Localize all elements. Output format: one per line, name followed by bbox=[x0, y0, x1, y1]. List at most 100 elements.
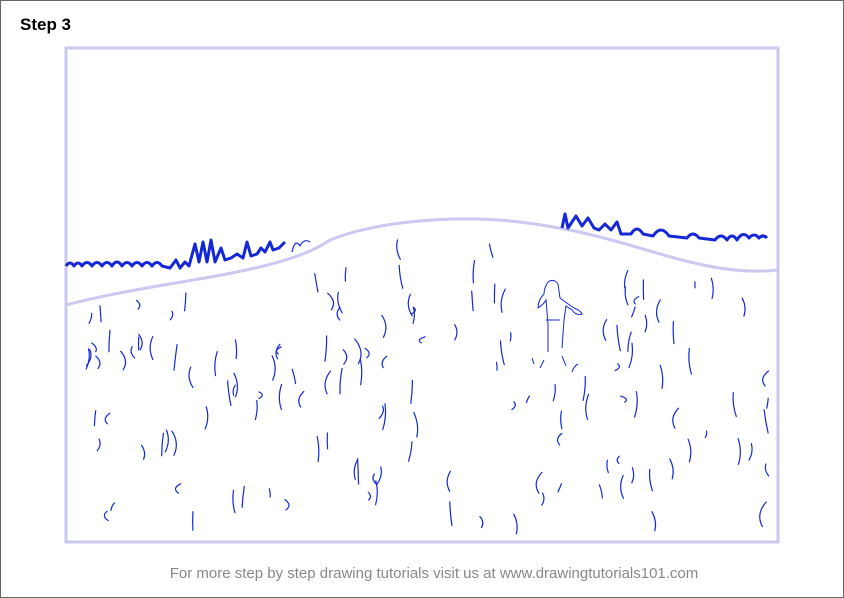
grass-stroke bbox=[339, 367, 343, 395]
grass-stroke bbox=[324, 370, 332, 395]
grass-stroke bbox=[620, 395, 627, 403]
grass-stroke bbox=[353, 459, 359, 480]
grass-stroke bbox=[314, 273, 319, 293]
grass-stroke bbox=[95, 355, 101, 369]
grass-stroke bbox=[651, 511, 657, 532]
grass-stroke bbox=[500, 288, 506, 313]
grass-stroke bbox=[110, 502, 115, 512]
drawing-frame bbox=[64, 46, 780, 544]
grass-stroke bbox=[624, 286, 629, 306]
hill-outline bbox=[65, 217, 779, 307]
grass-stroke bbox=[344, 267, 347, 282]
grass-stroke bbox=[271, 355, 276, 381]
grass-stroke bbox=[732, 392, 737, 417]
grass-stroke bbox=[672, 407, 680, 429]
grass-stroke bbox=[375, 480, 378, 506]
grass-stroke bbox=[357, 458, 360, 485]
grass-stroke bbox=[704, 430, 708, 438]
grass-stroke bbox=[227, 380, 232, 406]
grass-stroke bbox=[633, 296, 640, 305]
grass-stroke bbox=[582, 376, 586, 401]
grass-stroke bbox=[398, 264, 404, 289]
grass-stroke bbox=[412, 306, 415, 324]
grass-stroke bbox=[108, 329, 111, 353]
grass-stroke bbox=[233, 372, 238, 398]
grass-stroke bbox=[298, 390, 305, 408]
grass-stroke bbox=[161, 432, 164, 457]
grass-stroke bbox=[268, 488, 271, 498]
grass-stroke bbox=[93, 410, 97, 427]
grass-stroke bbox=[324, 335, 328, 362]
grass-stroke bbox=[655, 299, 661, 323]
grass-stroke bbox=[631, 306, 636, 318]
grass-stroke bbox=[560, 410, 563, 430]
grass-stroke bbox=[741, 297, 746, 317]
grass-stroke bbox=[85, 348, 90, 370]
left-bush-tips bbox=[291, 240, 311, 253]
grass-stroke bbox=[556, 432, 563, 446]
grass-stroke bbox=[764, 463, 770, 477]
grass-stroke bbox=[85, 348, 92, 367]
grass-stroke bbox=[737, 438, 741, 465]
right-bushes bbox=[560, 212, 769, 242]
grass-stroke bbox=[171, 430, 177, 456]
grass-stroke bbox=[759, 501, 767, 528]
left-bushes bbox=[64, 238, 287, 270]
grass-stroke bbox=[472, 260, 476, 284]
grass-stroke bbox=[278, 383, 283, 411]
grass-stroke bbox=[557, 483, 563, 493]
person bbox=[531, 279, 583, 373]
grass-stroke bbox=[291, 368, 297, 385]
grass-stroke bbox=[258, 391, 263, 400]
grass-stroke bbox=[382, 403, 387, 431]
grass-stroke bbox=[644, 314, 648, 333]
grass-stroke bbox=[91, 342, 97, 353]
footer-credit: For more step by step drawing tutorials … bbox=[170, 565, 699, 582]
grass-stroke bbox=[173, 344, 178, 371]
grass-stroke bbox=[164, 429, 169, 453]
grass-stroke bbox=[413, 411, 419, 438]
grass-stroke bbox=[204, 406, 209, 430]
grass-stroke bbox=[149, 336, 154, 361]
grass-stroke bbox=[766, 397, 769, 409]
grass-stroke bbox=[103, 510, 109, 522]
grass-stroke bbox=[710, 277, 714, 299]
grass-stroke bbox=[449, 501, 453, 527]
grass-stroke bbox=[616, 455, 620, 465]
grass-stroke bbox=[488, 243, 494, 258]
grass-stroke bbox=[188, 366, 194, 388]
grass-stroke bbox=[254, 400, 258, 421]
grass-stroke bbox=[138, 333, 143, 351]
grass-stroke bbox=[535, 471, 543, 494]
grass-stroke bbox=[327, 292, 335, 311]
grass-stroke bbox=[762, 370, 770, 387]
grass-stroke bbox=[525, 395, 530, 404]
grass-stroke bbox=[342, 349, 348, 365]
grass-stroke bbox=[499, 340, 505, 366]
grass-stroke bbox=[337, 291, 343, 314]
grass-stroke bbox=[623, 269, 629, 289]
grass-stroke bbox=[378, 405, 384, 419]
grass-stroke bbox=[396, 239, 401, 260]
grass-stroke bbox=[316, 435, 320, 463]
grass-stroke bbox=[634, 391, 638, 418]
grass-stroke bbox=[120, 350, 127, 371]
grass-stroke bbox=[495, 361, 498, 371]
step-title: Step 3 bbox=[20, 15, 71, 34]
grass-stroke bbox=[627, 331, 632, 352]
grass-stroke bbox=[513, 513, 518, 535]
grass-stroke bbox=[763, 409, 769, 434]
grass-stroke bbox=[275, 346, 282, 355]
grass-stroke bbox=[381, 355, 388, 369]
grass-stroke bbox=[509, 332, 512, 342]
grass-stroke bbox=[184, 292, 187, 312]
grass-stroke bbox=[336, 306, 341, 321]
grass-stroke bbox=[141, 444, 146, 460]
grass-stroke bbox=[130, 346, 136, 359]
grass-stroke bbox=[418, 336, 426, 344]
grass-stroke bbox=[687, 438, 692, 463]
grass-stroke bbox=[381, 314, 387, 338]
grass-stroke bbox=[174, 483, 182, 494]
grass-stroke bbox=[541, 492, 545, 506]
